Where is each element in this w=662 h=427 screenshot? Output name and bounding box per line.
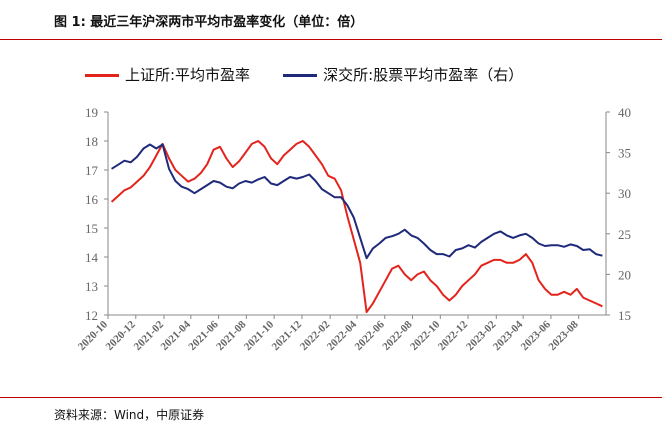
y-tick-label-left: 13 <box>85 279 98 294</box>
y-tick-label-right: 40 <box>618 105 631 120</box>
title-bar: 图 1: 最近三年沪深两市平均市盈率变化（单位：倍） <box>0 0 662 40</box>
y-tick-label-left: 14 <box>85 250 99 265</box>
y-tick-label-left: 15 <box>85 221 98 236</box>
y-tick-label-right: 30 <box>618 186 631 201</box>
y-tick-label-left: 18 <box>85 134 98 149</box>
legend-item-sz: 深交所:股票平均市盈率（右） <box>283 64 523 85</box>
y-tick-label-left: 12 <box>85 308 98 323</box>
series-line-sh <box>110 140 603 314</box>
x-tick-label: 2020-12 <box>103 318 138 353</box>
x-tick-label: 2023-04 <box>491 318 526 353</box>
y-tick-label-left: 19 <box>85 105 98 120</box>
x-tick-label: 2021-08 <box>214 318 249 353</box>
y-tick-label-right: 15 <box>618 308 631 323</box>
chart-title: 图 1: 最近三年沪深两市平均市盈率变化（单位：倍） <box>54 15 364 30</box>
series-line-sz <box>111 143 603 260</box>
source-bar: 资料来源：Wind，中原证券 <box>0 397 662 427</box>
legend-label-sz: 深交所:股票平均市盈率（右） <box>323 66 524 84</box>
legend-label-sh: 上证所:平均市盈率 <box>125 66 251 84</box>
x-tick-label: 2022-06 <box>352 318 387 353</box>
y-tick-label-right: 35 <box>618 146 631 161</box>
x-tick-label: 2023-06 <box>519 318 554 353</box>
y-tick-label-right: 25 <box>618 227 631 242</box>
legend-swatch-sz <box>283 74 318 77</box>
x-tick-label: 2021-10 <box>242 318 277 353</box>
y-tick-label-right: 20 <box>618 267 631 282</box>
source-note: 资料来源：Wind，中原证券 <box>54 408 205 422</box>
legend: 上证所:平均市盈率 深交所:股票平均市盈率（右） <box>85 64 551 84</box>
x-tick-label: 2020-10 <box>76 318 111 353</box>
x-tick-label: 2022-12 <box>436 318 471 353</box>
x-tick-label: 2022-08 <box>380 318 415 353</box>
x-tick-label: 2021-06 <box>186 318 221 353</box>
y-tick-label-left: 17 <box>85 163 99 178</box>
legend-item-sh: 上证所:平均市盈率 <box>85 64 250 85</box>
legend-swatch-sh <box>85 74 119 77</box>
x-tick-label: 2022-10 <box>408 318 443 353</box>
x-tick-label: 2021-04 <box>159 318 194 353</box>
x-tick-label: 2022-04 <box>325 318 360 353</box>
y-tick-label-left: 16 <box>85 192 99 207</box>
x-tick-label: 2021-12 <box>270 318 305 353</box>
x-tick-label: 2023-08 <box>546 318 581 353</box>
